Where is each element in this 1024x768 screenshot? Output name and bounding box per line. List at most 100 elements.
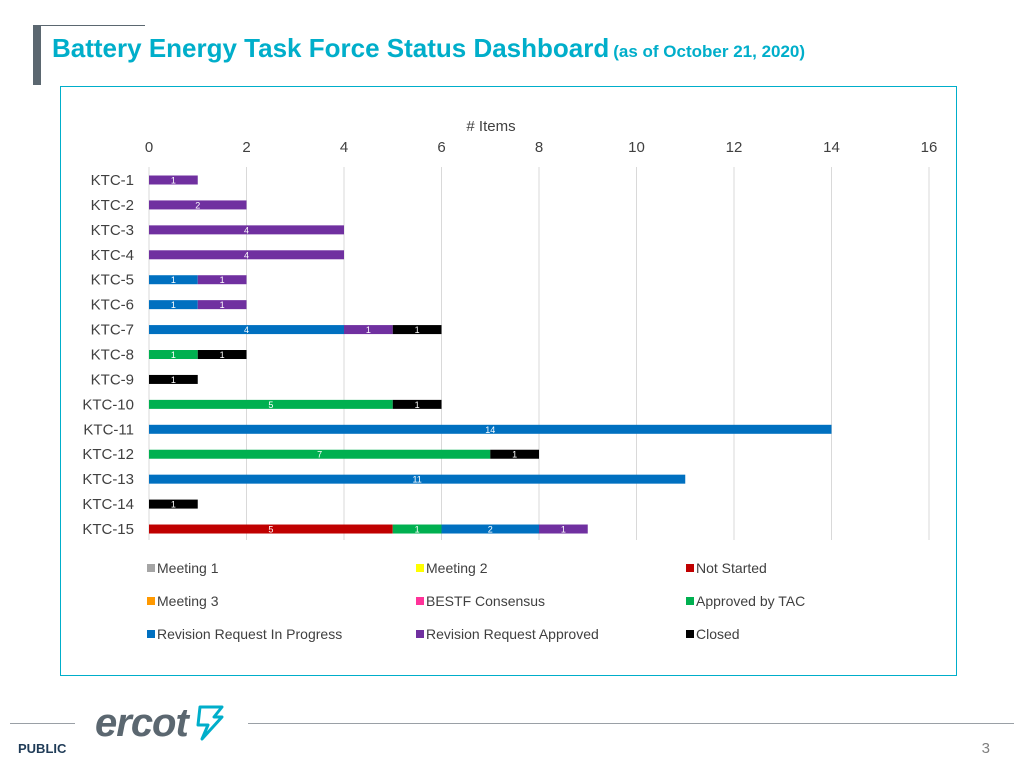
x-tick-label: 10 (628, 139, 645, 156)
legend-label: Approved by TAC (696, 593, 805, 609)
bar-segment (149, 424, 832, 434)
bar-segment (197, 275, 247, 285)
data-label: 2 (488, 525, 493, 535)
data-label: 4 (244, 250, 249, 260)
legend-item: Approved by TAC (686, 593, 805, 609)
x-axis-title: # Items (466, 118, 515, 135)
legend-label: Not Started (696, 560, 767, 576)
category-label: KTC-7 (91, 322, 134, 339)
legend-swatch (686, 597, 694, 605)
bar-segment (392, 524, 442, 534)
bar-segment (149, 200, 247, 210)
legend-label: Revision Request In Progress (157, 626, 342, 642)
ercot-bolt-icon (196, 705, 224, 741)
category-label: KTC-14 (82, 496, 134, 513)
category-label: KTC-6 (91, 297, 134, 314)
bar-segment (149, 225, 344, 235)
legend-item: Meeting 2 (416, 560, 488, 576)
data-label: 1 (561, 525, 566, 535)
page-title: Battery Energy Task Force Status Dashboa… (52, 33, 805, 64)
page-number: 3 (981, 740, 990, 757)
data-label: 1 (366, 325, 371, 335)
data-label: 1 (415, 325, 420, 335)
legend-label: Meeting 1 (157, 560, 219, 576)
data-label: 1 (171, 176, 176, 186)
bar-segment (441, 524, 539, 534)
legend-item: Not Started (686, 560, 767, 576)
data-label: 1 (512, 450, 517, 460)
legend-label: Meeting 2 (426, 560, 488, 576)
category-label: KTC-2 (91, 197, 134, 214)
data-label: 11 (412, 475, 421, 485)
bar-segment (344, 325, 393, 335)
legend-item: Meeting 3 (147, 593, 219, 609)
category-label: KTC-1 (91, 172, 134, 189)
category-label: KTC-8 (91, 347, 134, 364)
legend-item: Meeting 1 (147, 560, 219, 576)
legend-item: Closed (686, 626, 740, 642)
category-label: KTC-10 (82, 396, 134, 413)
legend-swatch (416, 597, 424, 605)
footer-rule-right (248, 723, 1014, 724)
category-label: KTC-15 (82, 521, 134, 538)
title-accent-bar (33, 25, 41, 85)
bar-segment (149, 474, 686, 484)
bar-segment (539, 524, 588, 534)
data-label: 4 (244, 225, 249, 235)
data-label: 4 (244, 325, 249, 335)
footer-rule-left (10, 723, 75, 724)
bar-segment (392, 325, 442, 335)
data-label: 2 (195, 200, 200, 210)
category-label: KTC-4 (91, 247, 134, 264)
legend-swatch (686, 564, 694, 572)
bar-segment (149, 325, 344, 335)
data-label: 7 (317, 450, 322, 460)
bar-segment (197, 350, 247, 360)
bar-segment (490, 449, 539, 459)
bar-segment (392, 399, 442, 409)
data-label: 1 (171, 275, 176, 285)
x-tick-label: 8 (535, 139, 543, 156)
x-tick-label: 0 (145, 139, 153, 156)
legend: Meeting 1 Meeting 2 Not Started Meeting 3 BE… (147, 560, 805, 642)
category-labels: KTC-1 KTC-2 KTC-3 KTC-4 KTC-5 KTC-6 KTC-7 KTC-8… (82, 172, 134, 538)
x-tick-label: 12 (726, 139, 743, 156)
data-label: 14 (485, 425, 495, 435)
title-rule (41, 25, 145, 26)
x-tick-label: 16 (921, 139, 938, 156)
grid (148, 167, 930, 540)
data-label: 1 (220, 300, 225, 310)
legend-swatch (416, 564, 424, 572)
bar-segment (149, 524, 393, 534)
data-label: 5 (268, 400, 273, 410)
data-label: 1 (171, 375, 176, 385)
bar-segment (149, 250, 344, 260)
category-label: KTC-11 (83, 421, 134, 438)
data-label: 1 (171, 350, 176, 360)
ercot-logo: ercot (95, 703, 226, 743)
data-label: 1 (220, 275, 225, 285)
data-label: 1 (171, 300, 176, 310)
legend-item: BESTF Consensus (416, 593, 545, 609)
classification-label: PUBLIC (18, 741, 67, 756)
category-label: KTC-3 (91, 222, 134, 239)
chart-frame: # Items 0 2 4 6 8 10 12 14 16 KTC-1 KTC-2 KTC-3 KTC… (60, 86, 957, 676)
page-title-date: (as of October 21, 2020) (613, 42, 806, 61)
bar-segment (149, 275, 198, 285)
x-tick-label: 2 (242, 139, 250, 156)
data-label: 5 (268, 525, 273, 535)
legend-swatch (147, 597, 155, 605)
legend-swatch (416, 630, 424, 638)
x-tick-label: 14 (823, 139, 840, 156)
page-title-main: Battery Energy Task Force Status Dashboa… (52, 33, 610, 63)
category-label: KTC-12 (82, 446, 134, 463)
x-tick-label: 4 (340, 139, 348, 156)
legend-label: Meeting 3 (157, 593, 219, 609)
legend-label: Revision Request Approved (426, 626, 599, 642)
bar-segment (197, 300, 247, 310)
legend-swatch (147, 564, 155, 572)
bar-segment (149, 175, 198, 185)
category-label: KTC-5 (91, 272, 134, 289)
data-label: 1 (415, 400, 420, 410)
